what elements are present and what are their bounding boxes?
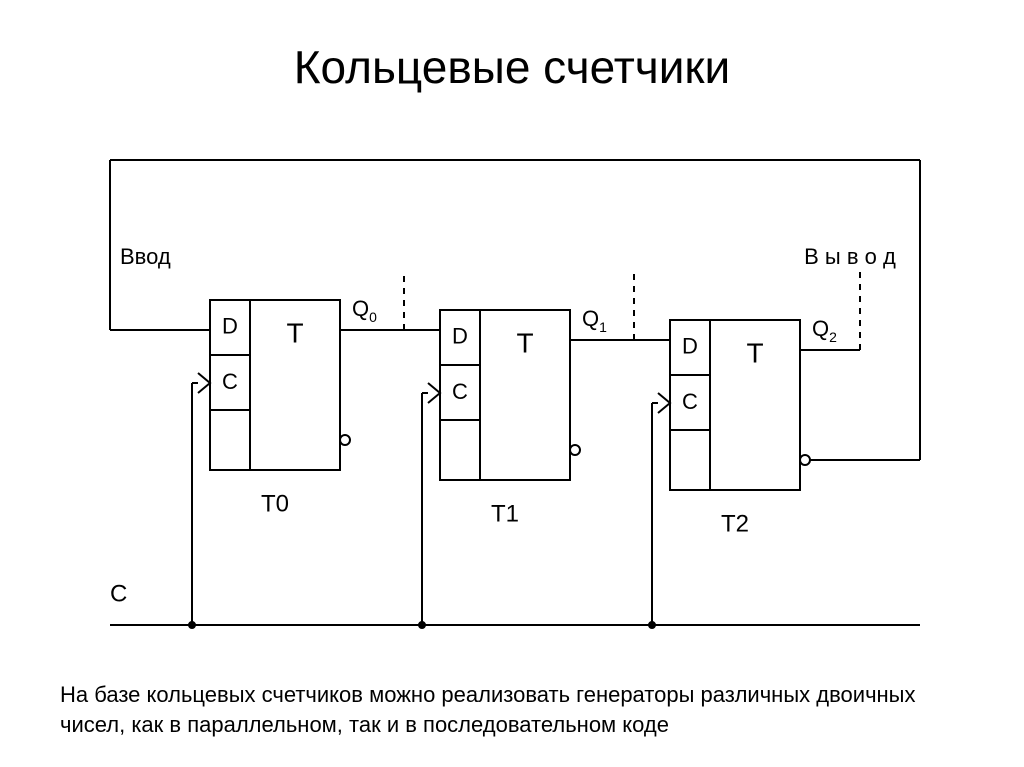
svg-text:Ввод: Ввод	[120, 244, 171, 269]
caption-text: На базе кольцевых счетчиков можно реализ…	[60, 680, 970, 739]
svg-text:D: D	[682, 333, 698, 358]
svg-text:C: C	[682, 389, 698, 414]
svg-text:T: T	[516, 327, 533, 358]
flipflop-T1: D C T T1	[428, 310, 570, 527]
flipflop-T0: D C T T0	[198, 300, 340, 517]
svg-text:T2: T2	[721, 510, 749, 537]
svg-text:Q0: Q0	[352, 296, 377, 325]
svg-text:C: C	[222, 369, 238, 394]
svg-text:C: C	[110, 580, 127, 607]
svg-text:D: D	[222, 313, 238, 338]
flipflop-T2: D C T T2	[658, 320, 800, 537]
svg-text:T1: T1	[491, 500, 519, 527]
svg-text:T0: T0	[261, 490, 289, 517]
svg-text:C: C	[452, 379, 468, 404]
svg-text:Q2: Q2	[812, 316, 837, 345]
svg-text:D: D	[452, 323, 468, 348]
svg-text:В ы в о д: В ы в о д	[804, 244, 896, 269]
svg-text:T: T	[746, 337, 763, 368]
svg-text:Q1: Q1	[582, 306, 607, 335]
svg-text:T: T	[286, 317, 303, 348]
ring-counter-diagram: Ввод В ы в о д C D C T T0 Q0 D C T T1 Q1 D C T T2 Q2	[0, 0, 1024, 767]
